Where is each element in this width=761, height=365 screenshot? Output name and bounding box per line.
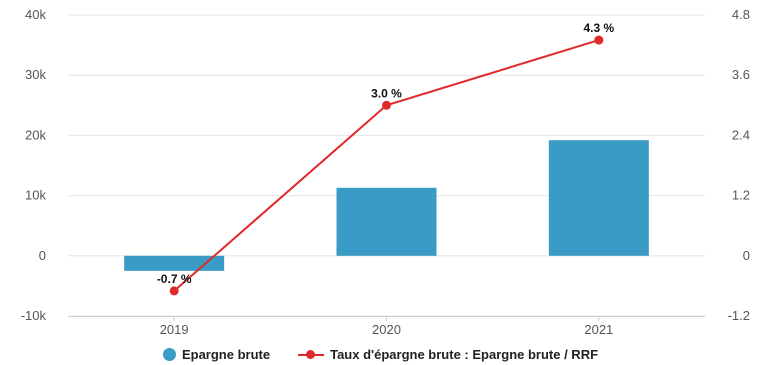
line-point xyxy=(382,100,391,110)
y-right-tick-label: 2.4 xyxy=(732,127,750,142)
line-point xyxy=(169,286,179,296)
legend-line-label: Taux d'épargne brute : Epargne brute / R… xyxy=(330,346,599,362)
y-left-tick-label: 30k xyxy=(25,67,46,82)
bar-series xyxy=(124,140,649,271)
y-left-tick-label: 20k xyxy=(25,127,46,142)
y-left-tick-label: 40k xyxy=(25,7,46,22)
y-right-tick-label: 3.6 xyxy=(732,67,750,82)
y-right-tick-label: -1.2 xyxy=(728,308,750,323)
y-right-tick-label: 0 xyxy=(743,248,750,263)
y-left-tick-label: 10k xyxy=(25,188,46,203)
bar xyxy=(548,140,649,256)
bar xyxy=(336,187,437,256)
chart: 40k 30k 20k 10k 0 -10k 4.8 3.6 2.4 1.2 0 -1.2 2019… xyxy=(21,7,750,337)
data-label: 4.3 % xyxy=(583,21,614,35)
legend-item-line[interactable]: Taux d'épargne brute : Epargne brute / R… xyxy=(298,347,598,362)
y-right-tick-label: 4.8 xyxy=(732,7,750,22)
legend: Epargne brute Taux d'épargne brute : Epa… xyxy=(0,344,761,364)
line-point xyxy=(594,35,604,45)
data-label: 3.0 % xyxy=(371,86,402,100)
x-tick-label: 2020 xyxy=(372,322,401,337)
legend-item-bar[interactable]: Epargne brute xyxy=(162,346,271,362)
y-left-tick-label: 0 xyxy=(39,248,46,263)
x-tick-label: 2021 xyxy=(584,322,613,337)
legend-line-swatch xyxy=(298,348,325,361)
y-right-tick-label: 1.2 xyxy=(732,188,750,203)
bar xyxy=(124,255,225,271)
legend-bar-label: Epargne brute xyxy=(181,346,271,362)
left-axis: 40k 30k 20k 10k 0 -10k xyxy=(21,7,47,323)
y-left-tick-label: -10k xyxy=(21,308,47,323)
x-axis: 2019 2020 2021 xyxy=(68,316,705,337)
right-axis: 4.8 3.6 2.4 1.2 0 -1.2 xyxy=(728,7,750,323)
legend-bar-swatch xyxy=(162,347,176,361)
line-series xyxy=(169,35,604,296)
data-labels: -0.7 % 3.0 % 4.3 % xyxy=(157,21,615,286)
x-tick-label: 2019 xyxy=(160,322,189,337)
data-label: -0.7 % xyxy=(157,272,192,286)
